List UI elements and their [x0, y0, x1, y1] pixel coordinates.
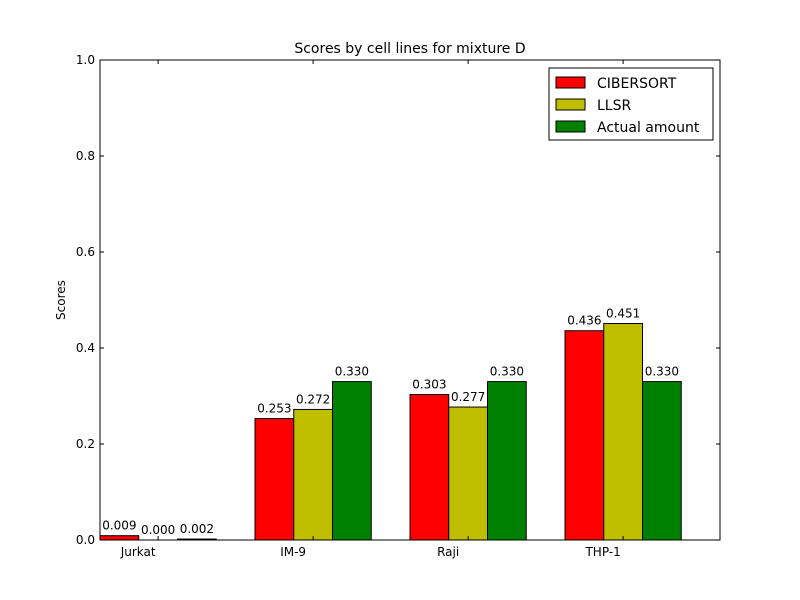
- bar-cibersort-im-9: [254, 418, 295, 541]
- data-label: 0.002: [180, 522, 214, 536]
- bar-cibersort-thp-1: [564, 330, 605, 541]
- x-tick-label: IM-9: [280, 545, 306, 559]
- data-label: 0.303: [412, 378, 446, 392]
- y-tick-label: 0.4: [76, 341, 95, 355]
- data-label: 0.436: [567, 314, 601, 328]
- x-tick-label: Jurkat: [120, 545, 156, 559]
- data-label: 0.277: [451, 390, 485, 404]
- x-tick-label: Raji: [437, 545, 459, 559]
- legend-label: LLSR: [597, 98, 631, 114]
- data-label: 0.451: [606, 307, 640, 321]
- legend: CIBERSORT LLSR Actual amount: [548, 67, 714, 141]
- y-tick-label: 0.8: [76, 149, 95, 163]
- bar-actual-amount-thp-1: [642, 381, 682, 541]
- data-label: 0.330: [335, 365, 369, 379]
- x-axis-ticks: Jurkat IM-9 Raji THP-1: [120, 60, 624, 559]
- data-labels-group: 0.009 0.253 0.303 0.436 0.000 0.272 0.277 0.451…: [102, 307, 679, 537]
- legend-label: Actual amount: [597, 120, 700, 136]
- bar-actual-amount-raji: [487, 381, 527, 541]
- data-label: 0.330: [645, 365, 679, 379]
- data-label: 0.330: [490, 365, 524, 379]
- legend-label: CIBERSORT: [597, 76, 677, 92]
- y-axis-ticks: 0.0 0.2 0.4 0.6 0.8 1.0: [76, 53, 720, 547]
- data-label: 0.253: [257, 402, 291, 416]
- y-tick-label: 0.2: [76, 437, 95, 451]
- bar-llsr-im-9: [293, 408, 333, 541]
- plot-frame: [99, 59, 721, 541]
- bar-llsr-thp-1: [603, 323, 643, 541]
- data-label: 0.000: [141, 523, 175, 537]
- chart-title: Scores by cell lines for mixture D: [294, 41, 525, 57]
- legend-swatch: [555, 98, 586, 111]
- y-tick-label: 0.6: [76, 245, 95, 259]
- x-tick-label: THP-1: [584, 545, 620, 559]
- bar-llsr-raji: [448, 406, 488, 541]
- bars-group: [99, 323, 682, 541]
- bar-cibersort-raji: [409, 394, 450, 541]
- y-tick-label: 0.0: [76, 533, 95, 547]
- bar-cibersort-jurkat: [99, 535, 140, 541]
- data-label: 0.009: [102, 519, 136, 533]
- y-tick-label: 1.0: [76, 53, 95, 67]
- bar-actual-amount-im-9: [332, 381, 372, 541]
- data-label: 0.272: [296, 392, 330, 406]
- legend-swatch: [555, 76, 586, 89]
- legend-swatch: [555, 120, 586, 133]
- y-axis-label: Scores: [54, 280, 68, 320]
